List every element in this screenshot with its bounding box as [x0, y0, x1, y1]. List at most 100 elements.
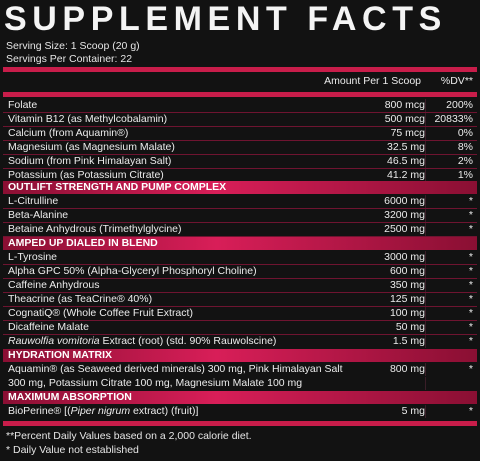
section-amped-blend: AMPED UP DIALED IN BLEND — [3, 237, 477, 250]
row-divider — [3, 320, 477, 321]
table-row: Folate 800 mcg 200% — [3, 99, 477, 112]
ingredient-dv: 0% — [457, 127, 473, 139]
ingredient-name: Betaine Anhydrous (Trimethylglycine) — [8, 223, 182, 235]
bioperine-post: extract) (fruit)] — [130, 405, 199, 417]
hydration-line-2: 300 mg, Potassium Citrate 100 mg, Magnes… — [8, 377, 303, 389]
ingredient-name: Sodium (from Pink Himalayan Salt) — [8, 155, 172, 167]
ingredient-dv: * — [468, 307, 473, 319]
row-divider — [3, 236, 477, 237]
column-divider — [425, 223, 426, 236]
ingredient-name: CognatiQ® (Whole Coffee Fruit Extract) — [8, 307, 193, 319]
ingredient-rest: Extract (root) (std. 90% Rauwolscine) — [99, 335, 277, 347]
table-row: Betaine Anhydrous (Trimethylglycine) 2500… — [3, 223, 477, 236]
ingredient-dv: * — [468, 265, 473, 277]
ingredient-amount: 5 mg — [401, 405, 425, 417]
section-maximum-absorption: MAXIMUM ABSORPTION — [3, 391, 477, 404]
table-row: Potassium (as Potassium Citrate) 41.2 mg 1… — [3, 169, 477, 182]
ingredient-name: Caffeine Anhydrous — [8, 279, 100, 291]
table-row: Caffeine Anhydrous 350 mg * — [3, 279, 477, 292]
ingredient-amount: 800 mcg — [384, 99, 425, 111]
section-amped-title: AMPED UP DIALED IN BLEND — [8, 237, 158, 249]
hydration-amount: 800 mg — [389, 363, 425, 375]
table-row: Theacrine (as TeaCrine® 40%) 125 mg * — [3, 293, 477, 306]
ingredient-name: Beta-Alanine — [8, 209, 69, 221]
column-divider — [425, 141, 426, 154]
ingredient-amount: 46.5 mg — [387, 155, 425, 167]
ingredient-dv: * — [468, 405, 473, 417]
column-divider — [425, 169, 426, 182]
ingredient-name: Folate — [8, 99, 38, 111]
ingredient-amount: 1.5 mg — [392, 335, 425, 347]
ingredient-name: L-Tyrosine — [8, 251, 58, 263]
ingredient-name: L-Citrulline — [8, 195, 59, 207]
ingredient-dv: * — [468, 209, 473, 221]
ingredient-amount: 3000 mg — [384, 251, 425, 263]
ingredient-amount: 500 mcg — [384, 113, 425, 125]
ingredient-amount: 2500 mg — [384, 223, 425, 235]
row-divider — [3, 154, 477, 155]
column-divider — [425, 265, 426, 278]
ingredient-name: Theacrine (as TeaCrine® 40%) — [8, 293, 153, 305]
table-row: Beta-Alanine 3200 mg * — [3, 209, 477, 222]
ingredient-dv: * — [468, 293, 473, 305]
table-row: Vitamin B12 (as Methylcobalamin) 500 mcg 2… — [3, 113, 477, 126]
amount-header: Amount Per 1 Scoop — [324, 75, 421, 87]
ingredient-name: Potassium (as Potassium Citrate) — [8, 169, 164, 181]
column-divider — [425, 127, 426, 140]
table-row-hydration-1: Aquamin® (as Seaweed derived minerals) 3… — [3, 363, 477, 376]
footnote-dv: **Percent Daily Values based on a 2,000 … — [6, 430, 252, 442]
row-divider — [3, 222, 477, 223]
ingredient-dv: 20833% — [434, 113, 473, 125]
section-hydration-title: HYDRATION MATRIX — [8, 349, 113, 361]
ingredient-amount: 50 mg — [395, 321, 425, 333]
row-divider — [3, 126, 477, 127]
thick-divider-header — [3, 92, 477, 97]
ingredient-name: Calcium (from Aquamin®) — [8, 127, 129, 139]
row-divider — [3, 306, 477, 307]
row-divider — [3, 140, 477, 141]
row-divider — [3, 112, 477, 113]
ingredient-dv: * — [468, 321, 473, 333]
ingredient-name: Dicaffeine Malate — [8, 321, 89, 333]
ingredient-dv: 1% — [457, 169, 473, 181]
column-divider — [425, 293, 426, 306]
table-row: Alpha GPC 50% (Alpha-Glyceryl Phosphoryl… — [3, 265, 477, 278]
ingredient-dv: * — [468, 195, 473, 207]
column-divider — [425, 99, 426, 112]
ingredient-name: Alpha GPC 50% (Alpha-Glyceryl Phosphoryl… — [8, 265, 257, 277]
thick-divider-bottom — [3, 421, 477, 426]
table-row: CognatiQ® (Whole Coffee Fruit Extract) 10… — [3, 307, 477, 320]
column-divider — [425, 307, 426, 320]
table-row: Magnesium (as Magnesium Malate) 32.5 mg 8% — [3, 141, 477, 154]
column-divider — [425, 251, 426, 264]
ingredient-amount: 600 mg — [389, 265, 425, 277]
dv-header: %DV** — [440, 75, 473, 87]
ingredient-italic: Rauwolfia vomitoria — [8, 335, 100, 347]
ingredient-dv: 2% — [457, 155, 473, 167]
column-divider — [425, 363, 426, 376]
table-row: L-Citrulline 6000 mg * — [3, 195, 477, 208]
table-row-hydration-2: 300 mg, Potassium Citrate 100 mg, Magnes… — [3, 377, 477, 390]
ingredient-dv: * — [468, 335, 473, 347]
ingredient-amount: 41.2 mg — [387, 169, 425, 181]
section-pump-complex: OUTLIFT STRENGTH AND PUMP COMPLEX — [3, 181, 477, 194]
footnote-not-established: * Daily Value not established — [6, 444, 139, 456]
table-row: Calcium (from Aquamin®) 75 mcg 0% — [3, 127, 477, 140]
thick-divider-top — [3, 67, 477, 72]
ingredient-name: Rauwolfia vomitoria Extract (root) (std.… — [8, 335, 276, 348]
table-row: Sodium (from Pink Himalayan Salt) 46.5 mg… — [3, 155, 477, 168]
row-divider — [3, 278, 477, 279]
serving-size: Serving Size: 1 Scoop (20 g) — [6, 40, 140, 52]
row-divider — [3, 208, 477, 209]
ingredient-amount: 3200 mg — [384, 209, 425, 221]
ingredient-name: Vitamin B12 (as Methylcobalamin) — [8, 113, 168, 125]
table-row: Dicaffeine Malate 50 mg * — [3, 321, 477, 334]
column-divider — [425, 405, 426, 418]
ingredient-amount: 75 mcg — [390, 127, 425, 139]
ingredient-dv: 200% — [446, 99, 473, 111]
column-header: Amount Per 1 Scoop %DV** — [3, 74, 477, 88]
row-divider — [3, 168, 477, 169]
ingredient-dv: * — [468, 251, 473, 263]
ingredient-amount: 125 mg — [389, 293, 425, 305]
bioperine-pre: BioPerine® [( — [8, 405, 71, 417]
